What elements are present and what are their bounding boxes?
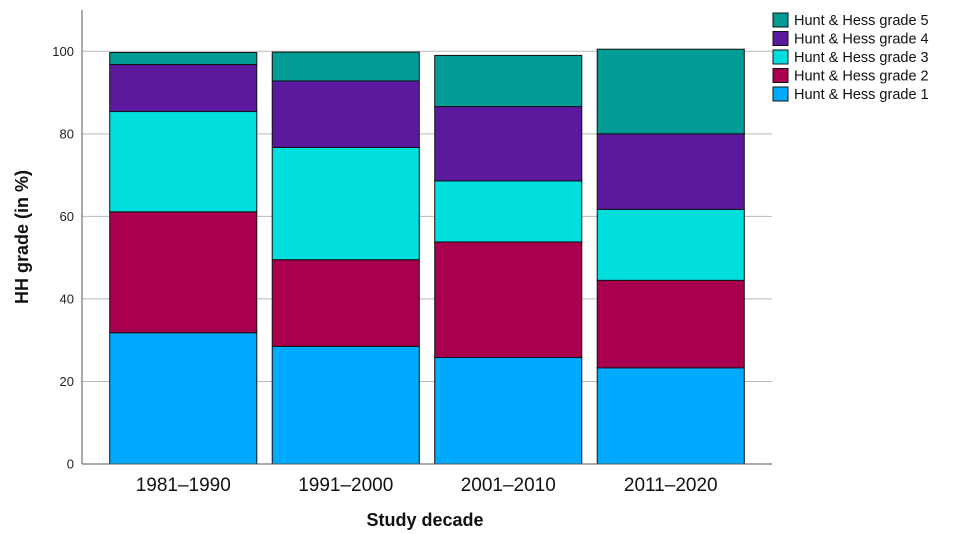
bar-segment-grade-1 <box>434 357 583 465</box>
legend-label: Hunt & Hess grade 3 <box>794 50 929 66</box>
bar-segment-grade-1 <box>109 332 258 465</box>
x-tick-label: 2001–2010 <box>461 475 556 496</box>
bar-segment-grade-2 <box>271 259 420 347</box>
x-tick-labels: 1981–1990 1991–2000 2001–2010 2011–2020 <box>136 475 718 496</box>
bar-segment-grade-5 <box>434 54 583 108</box>
bars <box>109 48 745 465</box>
legend-swatch <box>772 86 789 102</box>
x-tick-label: 2011–2020 <box>624 475 718 496</box>
y-tick-label: 80 <box>60 126 74 141</box>
bar-segment-grade-4 <box>434 106 583 182</box>
legend-label: Hunt & Hess grade 1 <box>794 87 929 103</box>
y-tick-label: 20 <box>60 374 74 389</box>
y-tick-label: 40 <box>60 291 74 306</box>
y-tick-labels: 0 20 40 60 80 100 <box>52 44 74 472</box>
legend-label: Hunt & Hess grade 2 <box>794 69 929 85</box>
legend-swatch <box>772 68 789 83</box>
bar-segment-grade-4 <box>109 63 258 113</box>
bar-segment-grade-3 <box>596 208 745 281</box>
bar-segment-grade-1 <box>596 367 745 465</box>
bar-segment-grade-5 <box>109 52 258 65</box>
bar-segment-grade-3 <box>271 146 420 261</box>
bar-segment-grade-3 <box>109 111 258 213</box>
y-tick-label: 100 <box>52 44 74 59</box>
legend-swatch <box>772 49 789 65</box>
bar-segment-grade-4 <box>596 133 745 210</box>
bar-segment-grade-2 <box>596 279 745 369</box>
bar-segment-grade-2 <box>434 241 583 359</box>
legend-label: Hunt & Hess grade 4 <box>794 32 929 48</box>
legend: Hunt & Hess grade 5 Hunt & Hess grade 4 Hu… <box>772 12 929 103</box>
y-tick-label: 60 <box>60 209 74 224</box>
x-tick-label: 1981–1990 <box>136 475 231 496</box>
legend-swatch <box>772 12 789 28</box>
legend-swatch <box>772 31 789 46</box>
bar-segment-grade-5 <box>596 48 745 135</box>
legend-label: Hunt & Hess grade 5 <box>794 13 929 29</box>
bar-segment-grade-2 <box>109 211 258 334</box>
y-tick-label: 0 <box>67 457 74 472</box>
x-axis-title: Study decade <box>366 510 483 530</box>
bar-segment-grade-4 <box>271 80 420 148</box>
bar-segment-grade-5 <box>271 51 420 82</box>
axes <box>81 10 772 465</box>
y-axis-title: HH grade (in %) <box>12 170 32 304</box>
bar-segment-grade-3 <box>434 180 583 243</box>
x-tick-label: 1991–2000 <box>298 475 393 496</box>
bar-segment-grade-1 <box>271 345 420 465</box>
